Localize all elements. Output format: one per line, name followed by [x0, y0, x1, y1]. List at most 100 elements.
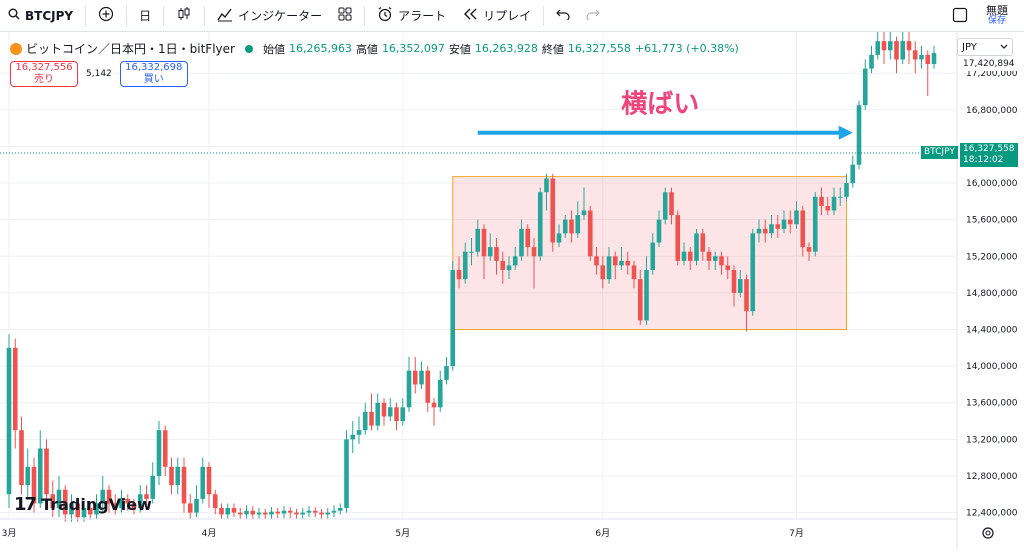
candle-body: [431, 402, 437, 408]
undo-button[interactable]: [548, 0, 578, 32]
candles: [0, 32, 957, 522]
buy-button[interactable]: 16,332,698 買い: [119, 61, 188, 87]
candle-body: [819, 196, 824, 206]
candle: [706, 247, 712, 271]
candle-body: [369, 411, 374, 426]
range-box[interactable]: [452, 176, 847, 331]
redo-button[interactable]: [578, 0, 608, 32]
bitcoin-logo-icon: [10, 42, 22, 55]
candle-body: [212, 494, 218, 509]
candle: [256, 508, 262, 519]
candlestick-chart[interactable]: 横ばい 12,400,000 12,800,000 13,200,000 13,600…: [0, 32, 1024, 549]
time-axis[interactable]: 3月 4月 5月 6月 7月: [2, 528, 804, 539]
candle-body: [444, 366, 449, 380]
candle-body: [744, 279, 749, 312]
candle-body: [19, 430, 24, 486]
currency-selector[interactable]: JPY: [957, 38, 1013, 56]
candle: [900, 32, 906, 65]
candle-body: [669, 192, 674, 216]
candle-body: [362, 411, 368, 431]
candle: [744, 274, 749, 332]
time-tick-label: 7月: [789, 528, 804, 539]
chart-pane[interactable]: 横ばい 12,400,000 12,800,000 13,200,000 13,600…: [0, 32, 1024, 549]
candle: [175, 457, 181, 495]
candle-body: [319, 512, 324, 515]
candle-body: [656, 219, 662, 243]
settings-gear-icon[interactable]: [982, 527, 994, 539]
candle-body: [731, 270, 737, 293]
candle: [456, 256, 462, 289]
candle: [525, 224, 531, 257]
candle: [737, 270, 743, 298]
candle-body: [300, 512, 306, 515]
candle: [244, 505, 249, 519]
close-label: 終値: [541, 42, 564, 56]
replay-button[interactable]: リプレイ: [454, 0, 539, 32]
candle-body: [394, 407, 399, 422]
candle: [94, 494, 99, 519]
candle-body: [462, 251, 468, 280]
candle: [131, 498, 137, 515]
candle: [894, 36, 899, 74]
candle: [419, 361, 424, 390]
candle: [412, 356, 418, 394]
last-price-value: 16,327,558: [963, 144, 1015, 155]
candle-body: [181, 466, 187, 504]
candle-body: [756, 228, 762, 234]
spread-value: 5,142: [86, 69, 112, 79]
chart-type-button[interactable]: [168, 0, 200, 32]
candle: [362, 402, 368, 435]
candle: [806, 242, 812, 261]
candle: [194, 485, 199, 518]
candle: [700, 228, 706, 261]
save-layout-button[interactable]: 無題 保存: [976, 5, 1024, 27]
candle-body: [619, 260, 624, 266]
candle: [537, 187, 543, 261]
candle: [206, 462, 212, 509]
candle: [6, 334, 12, 509]
candle-body: [869, 54, 874, 69]
candle-body: [525, 228, 531, 248]
candle: [631, 260, 637, 289]
candle-body: [237, 512, 243, 515]
candle-body: [287, 510, 293, 513]
candle: [337, 503, 343, 515]
redo-icon: [586, 8, 601, 23]
candle-body: [556, 233, 562, 243]
symbol-search-button[interactable]: BTCJPY: [0, 0, 81, 32]
candle: [219, 503, 224, 519]
sell-button[interactable]: 16,327,556 売り: [10, 61, 78, 87]
candle-body: [712, 256, 718, 261]
fullscreen-button[interactable]: [944, 0, 976, 32]
undo-icon: [556, 8, 570, 23]
candle: [712, 251, 718, 271]
candle-body: [312, 510, 318, 513]
price-axis[interactable]: 12,400,000 12,800,000 13,200,000 13,600,000…: [966, 69, 1018, 518]
candle: [294, 508, 299, 519]
timeframe-button[interactable]: 日: [131, 0, 159, 32]
toolbar-right: 無題 保存: [944, 0, 1024, 32]
candle-body: [194, 498, 199, 513]
indicators-button[interactable]: インジケーター: [209, 0, 330, 32]
alert-button[interactable]: アラート: [369, 0, 454, 32]
top-price-label: 17,420,894: [960, 58, 1018, 71]
candle-body: [725, 265, 731, 271]
candle: [550, 173, 556, 252]
compare-button[interactable]: [90, 0, 122, 32]
candle: [925, 50, 931, 97]
candle-body: [412, 370, 418, 385]
candle-body: [75, 503, 81, 518]
candle: [62, 485, 68, 522]
candle: [881, 32, 887, 65]
symbol-description[interactable]: ビットコイン／日本円・1日・bitFlyer: [26, 42, 235, 56]
annotation-text[interactable]: 横ばい: [621, 90, 699, 120]
price-tick-label: 16,800,000: [966, 106, 1018, 116]
candle-body: [769, 224, 774, 234]
candle-body: [781, 219, 787, 229]
candle-body: [506, 265, 512, 271]
candle-body: [337, 508, 343, 511]
layout-templates-button[interactable]: [330, 0, 360, 32]
candle-body: [150, 475, 156, 499]
candle-body: [169, 466, 174, 486]
candle: [581, 187, 587, 220]
